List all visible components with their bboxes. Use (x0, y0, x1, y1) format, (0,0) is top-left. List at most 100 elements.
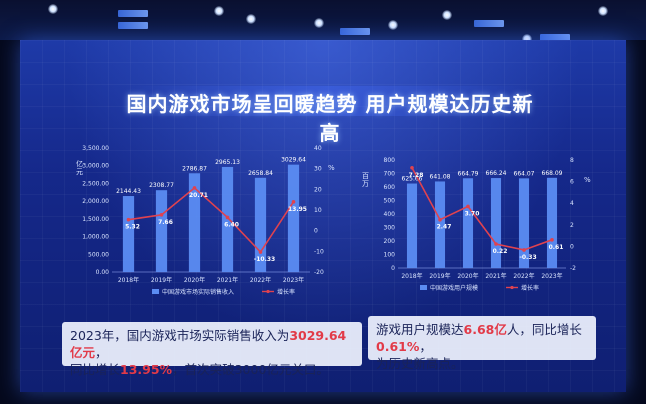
legend-line-marker (266, 289, 270, 294)
led-panel (474, 20, 504, 27)
y-tick-label: 100 (384, 252, 396, 259)
growth-point (466, 204, 470, 209)
bar (490, 178, 502, 268)
y-tick-label: 600 (384, 184, 396, 191)
y-tick-label: 800 (384, 157, 396, 164)
y2-tick-label: 0 (570, 243, 574, 250)
y2-tick-label: 10 (314, 207, 322, 214)
growth-point (438, 217, 442, 222)
bar-value-label: 2144.43 (116, 188, 141, 195)
caption-highlight: 0.61% (376, 339, 420, 354)
growth-value-label: -10.33 (254, 256, 275, 263)
revenue-caption: 2023年，国内游戏市场实际销售收入为3029.64亿元， 同比增长13.95%… (62, 322, 362, 377)
title-glow (126, 86, 530, 116)
bar (188, 173, 201, 272)
growth-value-label: 3.70 (465, 210, 480, 217)
x-tick-label: 2019年 (151, 276, 172, 284)
caption-text: ，首次突破3000亿元关口。 (172, 362, 329, 377)
x-tick-label: 2020年 (184, 276, 205, 284)
growth-point (291, 200, 296, 204)
y-tick-label: 1,500.00 (82, 216, 109, 223)
y-tick-label: 0 (391, 265, 395, 272)
x-tick-label: 2023年 (541, 272, 562, 280)
stage-light (522, 34, 532, 44)
growth-point (159, 213, 164, 217)
y2-tick-label: 40 (314, 145, 322, 152)
caption-text: 同比增长 (70, 362, 121, 377)
stage-light (48, 4, 58, 14)
bar-value-label: 2308.77 (149, 182, 174, 189)
left-axis-unit: 亿元 (76, 159, 83, 176)
y-tick-label: 3,500.00 (82, 145, 109, 152)
y2-tick-label: 4 (570, 200, 574, 207)
bar-value-label: 3029.64 (281, 157, 306, 164)
bar (434, 181, 446, 268)
bar (406, 183, 418, 268)
bar-value-label: 2965.13 (215, 159, 240, 166)
growth-point (126, 217, 131, 222)
growth-line (411, 167, 553, 251)
led-panel (340, 28, 370, 35)
right-axis-unit: % (584, 176, 591, 184)
x-tick-label: 2020年 (457, 272, 478, 280)
y-tick-label: 300 (384, 225, 396, 232)
y-tick-label: 0.00 (96, 269, 110, 276)
bar-value-label: 668.09 (542, 170, 563, 177)
y-tick-label: 700 (384, 171, 396, 178)
y2-tick-label: 30 (314, 166, 322, 173)
stage-light (246, 14, 256, 24)
y-tick-label: 2,000.00 (82, 198, 109, 205)
caption-text: ， (95, 345, 108, 360)
x-tick-label: 2018年 (118, 276, 139, 284)
bar-value-label: 2786.87 (182, 165, 207, 172)
caption-highlight: 3029.64亿元 (70, 328, 347, 360)
y-tick-label: 200 (384, 238, 396, 245)
caption-text: 2023年，国内游戏市场实际销售收入为 (70, 328, 290, 343)
led-panel (540, 34, 570, 41)
y-tick-label: 1,000.00 (82, 234, 109, 241)
y2-tick-label: 0 (314, 228, 318, 235)
y2-tick-label: -10 (314, 248, 324, 255)
y-tick-label: 400 (384, 211, 396, 218)
bar-value-label: 2658.84 (248, 170, 273, 177)
caption-text: ， (419, 339, 432, 354)
caption-text: 游戏用户规模达 (376, 322, 464, 337)
growth-value-label: 2.47 (437, 224, 452, 231)
x-tick-label: 2023年 (283, 276, 304, 284)
growth-value-label: 7.66 (158, 219, 173, 226)
led-panel (118, 10, 148, 17)
y-tick-label: 500 (384, 198, 396, 205)
growth-point (522, 248, 526, 252)
stage-light (388, 20, 398, 30)
growth-value-label: 7.28 (409, 172, 424, 179)
stage-light (598, 6, 608, 16)
x-tick-label: 2021年 (217, 276, 238, 284)
x-tick-label: 2018年 (401, 272, 422, 280)
bar-value-label: 641.08 (430, 173, 451, 180)
bar (518, 178, 530, 268)
led-panel (118, 22, 148, 29)
stage-light (314, 18, 324, 28)
growth-point (225, 215, 230, 220)
bar (546, 177, 558, 268)
bar-value-label: 664.07 (514, 170, 535, 177)
right-axis-unit: % (328, 164, 335, 172)
bar (122, 196, 135, 272)
growth-value-label: 0.22 (493, 248, 508, 255)
x-tick-label: 2019年 (429, 272, 450, 280)
growth-value-label: -0.33 (519, 254, 536, 261)
growth-point (550, 238, 554, 242)
legend-line-label: 增长率 (521, 284, 539, 292)
users-caption: 游戏用户规模达6.68亿人，同比增长 0.61%， 为历史新高点。 (368, 316, 596, 371)
legend-line-marker (510, 285, 514, 290)
caption-highlight: 6.68亿 (463, 322, 507, 337)
growth-value-label: 6.40 (224, 221, 239, 228)
y-tick-label: 2,500.00 (82, 180, 109, 187)
legend-bar-swatch (420, 285, 427, 290)
legend-bar-label: 中国游戏市场实际销售收入 (162, 288, 234, 296)
y2-tick-label: -2 (570, 265, 576, 272)
growth-point (410, 165, 414, 170)
growth-value-label: 0.61 (549, 244, 564, 251)
caption-highlight: 13.95% (120, 362, 173, 377)
legend-bar-swatch (152, 289, 159, 294)
